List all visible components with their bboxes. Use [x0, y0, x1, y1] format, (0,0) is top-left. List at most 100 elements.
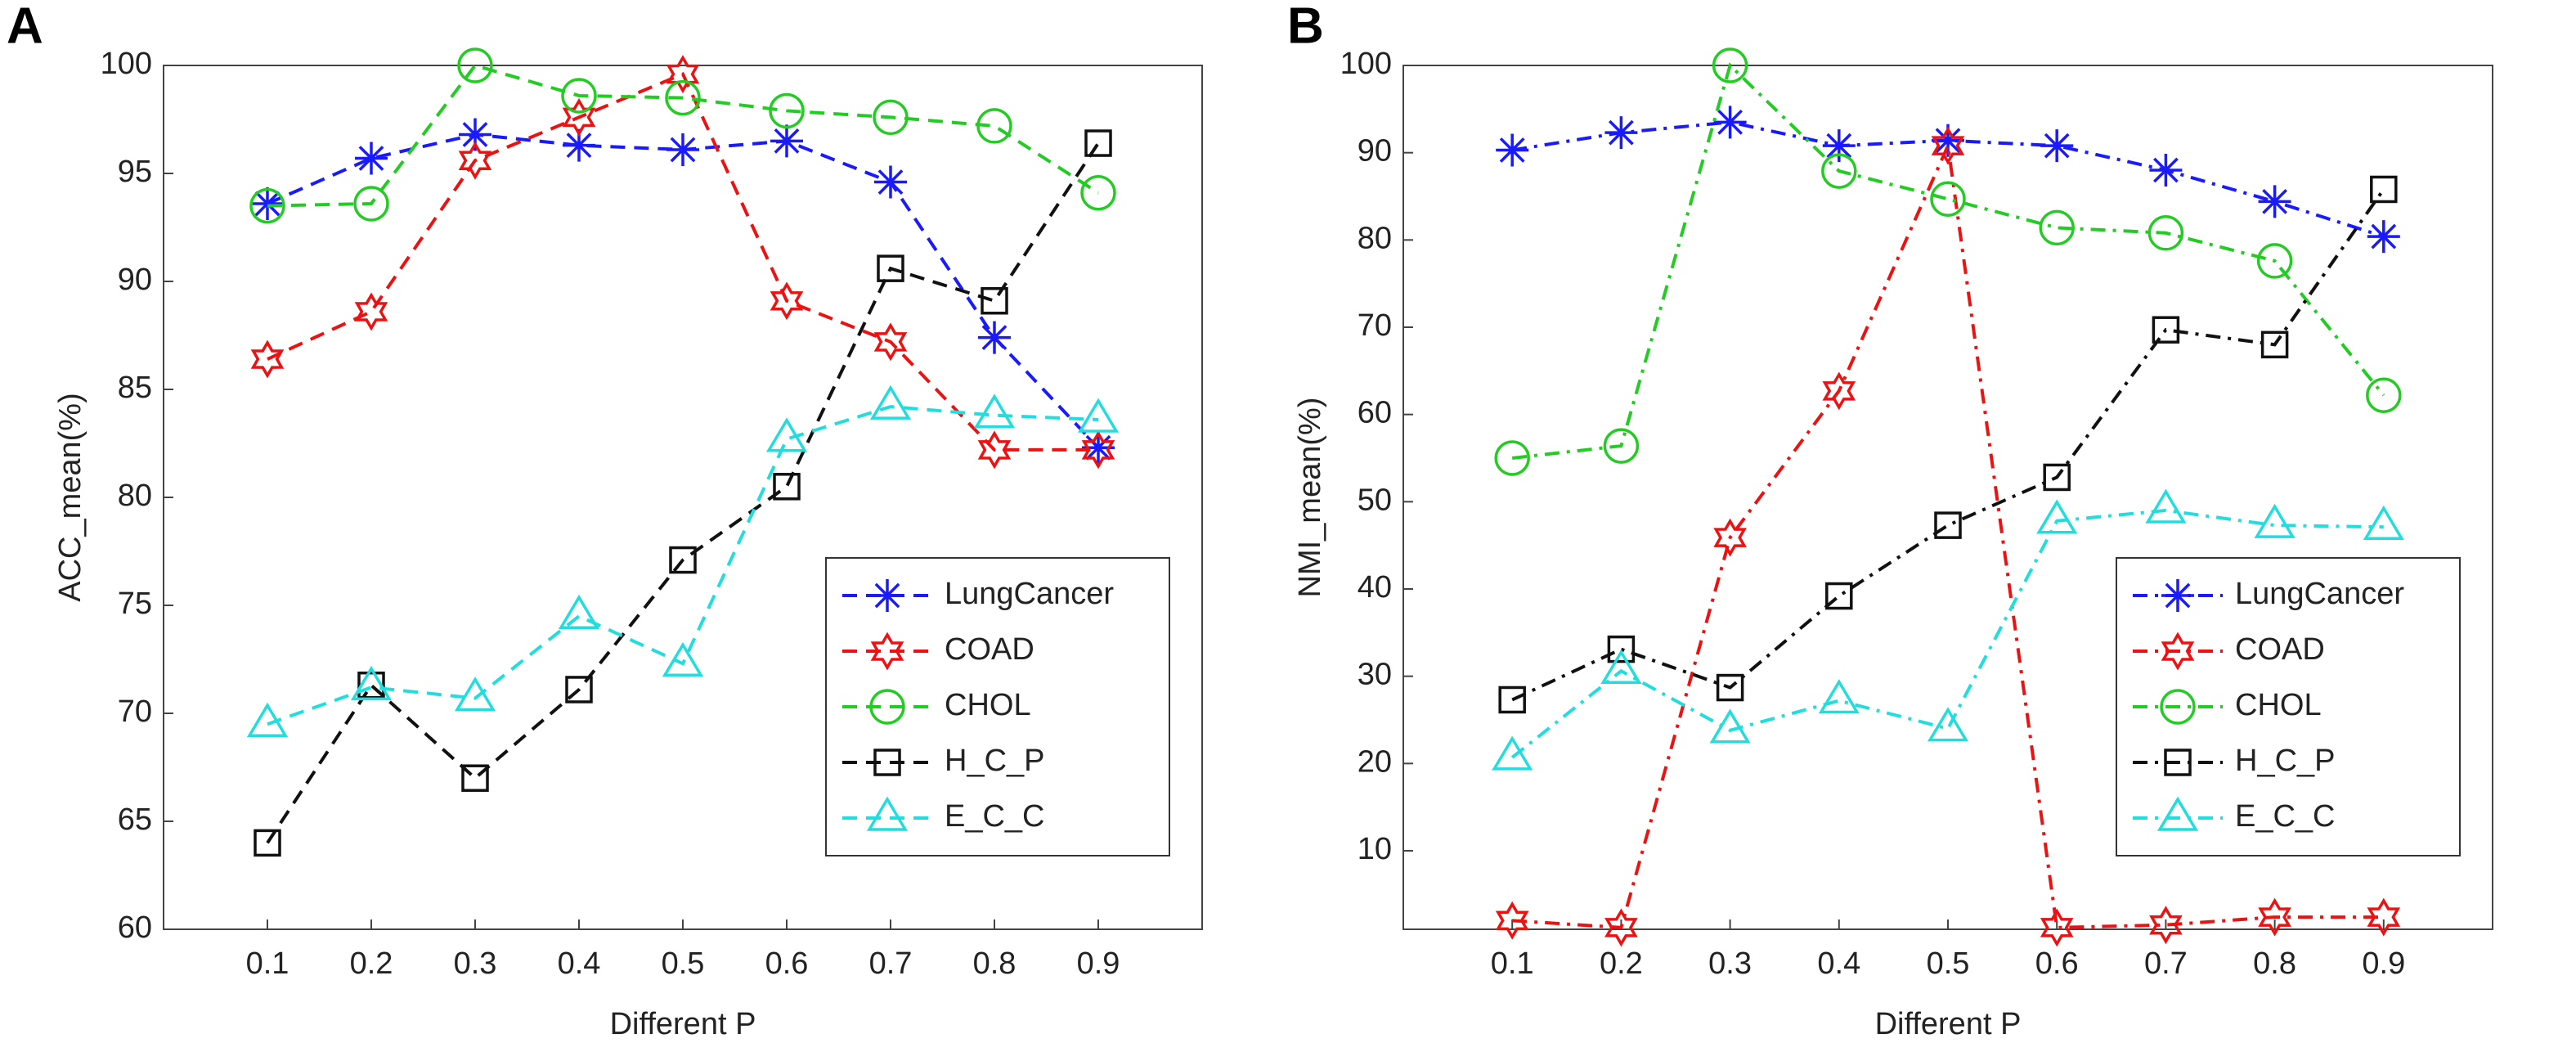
x-axis-label: Different P: [610, 1007, 756, 1041]
series-line: [1510, 508, 2384, 759]
x-tick-label: 0.4: [1817, 946, 1860, 981]
marker: [1931, 126, 1965, 165]
marker: [1077, 398, 1120, 433]
marker: [666, 133, 699, 166]
marker: [978, 321, 1011, 354]
marker: [873, 749, 901, 776]
marker: [2366, 377, 2402, 413]
marker: [666, 55, 700, 94]
x-tick-label: 0.7: [2144, 946, 2188, 981]
panel-label: B: [1287, 0, 1324, 54]
marker: [2363, 505, 2404, 541]
marker: [977, 430, 1012, 470]
x-tick-label: 0.8: [2253, 946, 2296, 981]
series-line: [1511, 188, 2385, 702]
marker: [558, 594, 600, 629]
marker: [565, 676, 593, 704]
marker: [1712, 47, 1748, 83]
marker: [770, 124, 803, 158]
marker: [877, 254, 904, 282]
marker: [249, 187, 285, 224]
marker: [1603, 428, 1640, 464]
x-tick-label: 0.5: [1927, 946, 1970, 981]
marker: [2161, 632, 2195, 671]
marker: [2258, 185, 2291, 218]
marker: [2260, 330, 2289, 359]
legend-label: H_C_P: [945, 744, 1045, 778]
marker: [981, 287, 1008, 315]
marker: [1492, 735, 1533, 771]
marker: [2156, 796, 2199, 831]
x-axis-label: Different P: [1875, 1007, 2022, 1041]
marker: [1932, 124, 1964, 157]
marker: [873, 99, 909, 136]
marker: [1082, 431, 1115, 465]
marker: [769, 92, 805, 129]
x-tick-label: 0.9: [2362, 946, 2405, 981]
marker: [2036, 499, 2078, 534]
x-tick-label: 0.4: [558, 946, 601, 981]
marker: [976, 108, 1012, 144]
y-tick-label: 40: [1358, 570, 1392, 605]
marker: [2254, 503, 2296, 538]
marker: [1081, 430, 1115, 470]
legend-label: CHOL: [2235, 688, 2322, 722]
y-tick-label: 90: [118, 263, 152, 297]
marker: [2367, 897, 2401, 937]
marker: [246, 702, 289, 737]
marker: [251, 187, 284, 220]
marker: [773, 473, 801, 501]
marker: [874, 165, 907, 199]
marker: [1822, 129, 1856, 163]
marker: [563, 128, 595, 162]
y-tick-label: 80: [1358, 221, 1392, 255]
marker: [457, 47, 493, 83]
legend-label: E_C_C: [945, 799, 1045, 834]
marker: [1818, 679, 1860, 714]
marker: [873, 322, 908, 362]
marker: [869, 689, 905, 725]
marker: [869, 384, 912, 420]
marker: [354, 292, 388, 331]
marker: [866, 796, 909, 831]
marker: [1080, 175, 1116, 211]
series-line: [1512, 139, 2384, 929]
marker: [1934, 511, 1962, 539]
marker: [1604, 908, 1638, 947]
x-tick-label: 0.6: [2035, 946, 2079, 981]
legend-label: E_C_C: [2235, 799, 2336, 834]
marker: [2258, 897, 2291, 937]
marker: [2149, 906, 2183, 945]
legend-label: COAD: [945, 632, 1034, 667]
y-tick-label: 100: [1340, 47, 1392, 81]
y-tick-label: 60: [118, 910, 152, 945]
marker: [2160, 689, 2196, 725]
marker: [665, 79, 701, 116]
marker: [562, 97, 596, 137]
x-tick-label: 0.1: [1491, 946, 1534, 981]
marker: [2040, 908, 2074, 947]
marker: [2043, 463, 2071, 492]
y-tick-label: 100: [101, 47, 152, 81]
legend-label: CHOL: [945, 688, 1031, 722]
marker: [765, 417, 808, 452]
marker: [973, 393, 1016, 429]
series-line: [267, 405, 1099, 726]
marker: [1709, 708, 1751, 744]
marker: [1713, 518, 1747, 557]
legend-label: LungCancer: [2235, 577, 2404, 611]
marker: [1495, 901, 1529, 940]
marker: [1930, 181, 1966, 217]
marker: [1713, 106, 1747, 139]
y-tick-label: 70: [118, 695, 152, 729]
marker: [2152, 316, 2180, 344]
marker: [561, 78, 597, 114]
x-tick-label: 0.1: [246, 946, 289, 981]
y-tick-label: 70: [1358, 308, 1392, 343]
marker: [2145, 488, 2187, 524]
marker: [1927, 707, 1969, 742]
marker: [669, 546, 697, 574]
marker: [250, 339, 285, 379]
y-tick-label: 90: [1358, 134, 1392, 169]
